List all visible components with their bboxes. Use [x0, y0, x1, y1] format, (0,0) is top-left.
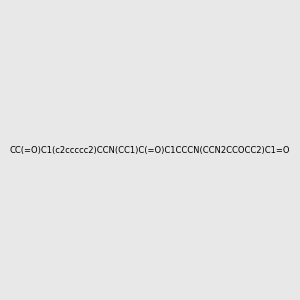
- Text: CC(=O)C1(c2ccccc2)CCN(CC1)C(=O)C1CCCN(CCN2CCOCC2)C1=O: CC(=O)C1(c2ccccc2)CCN(CC1)C(=O)C1CCCN(CC…: [10, 146, 290, 154]
